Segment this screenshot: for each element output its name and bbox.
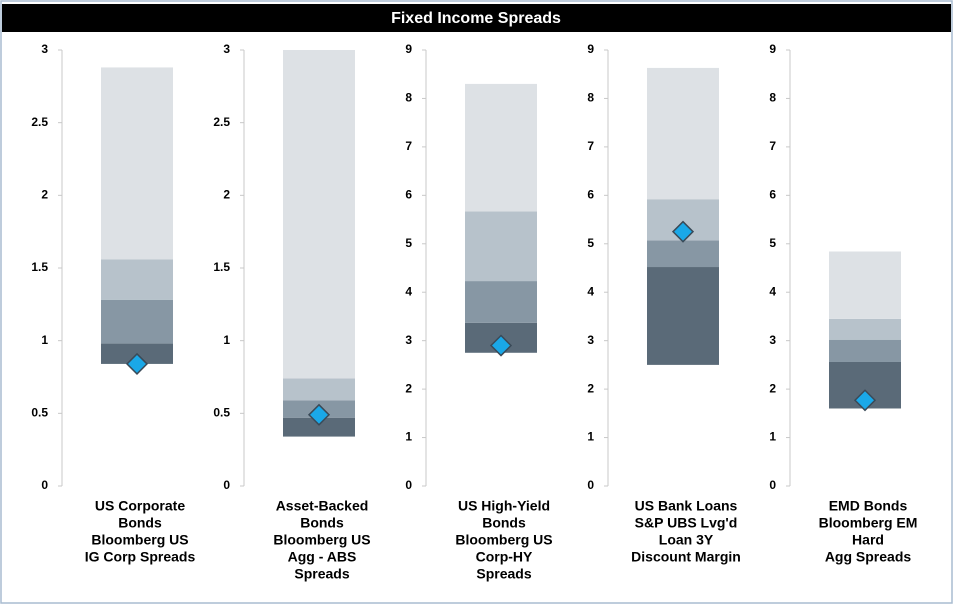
y-tick-label: 0.5 (31, 406, 48, 420)
y-tick-label: 2 (587, 381, 594, 395)
panel-label: Loan 3Y (659, 532, 714, 548)
y-tick-label: 5 (405, 236, 412, 250)
bar-segment (465, 83, 537, 212)
title-bar (2, 4, 951, 32)
bar-segment (465, 281, 537, 323)
y-tick-label: 0.5 (213, 406, 230, 420)
y-tick-label: 6 (587, 188, 594, 202)
y-tick-label: 2 (769, 381, 776, 395)
y-tick-label: 7 (769, 139, 776, 153)
current-marker (125, 352, 149, 375)
y-tick-label: 8 (769, 91, 776, 105)
current-marker (307, 403, 331, 426)
panel-label: US High-Yield (458, 498, 550, 514)
panel-label: Bonds (482, 515, 526, 531)
bar-segment (101, 67, 173, 260)
y-tick-label: 6 (769, 188, 776, 202)
y-tick-label: 0 (41, 478, 48, 492)
y-tick-label: 2.5 (31, 115, 48, 129)
panel-label: US Bank Loans (635, 498, 738, 514)
panel-label: Spreads (476, 566, 531, 582)
y-tick-label: 5 (587, 236, 594, 250)
y-tick-label: 7 (405, 139, 412, 153)
y-tick-label: 3 (587, 333, 594, 347)
bar-segment (101, 259, 173, 300)
current-marker (853, 389, 877, 412)
bar-segment (647, 67, 719, 200)
panel-label: Bonds (300, 515, 344, 531)
y-tick-label: 2 (41, 188, 48, 202)
bar-segment (647, 240, 719, 268)
bar-segment (101, 299, 173, 344)
y-tick-label: 1 (405, 430, 412, 444)
current-marker (489, 334, 513, 357)
panel-label: Bloomberg EM (819, 515, 918, 531)
bar-segment (829, 318, 901, 340)
y-tick-label: 4 (405, 284, 412, 298)
panel-label: Spreads (294, 566, 349, 582)
y-tick-label: 9 (587, 42, 594, 56)
panel-label: EMD Bonds (829, 498, 908, 514)
chart-title: Fixed Income Spreads (391, 10, 561, 27)
y-tick-label: 8 (587, 91, 594, 105)
panel-label: Asset-Backed (276, 498, 369, 514)
panel-label: Bloomberg US (455, 532, 552, 548)
y-tick-label: 1 (769, 430, 776, 444)
bar-segment (283, 378, 355, 401)
panel-label: Bloomberg US (91, 532, 188, 548)
y-tick-label: 0 (769, 478, 776, 492)
bar-segment (829, 339, 901, 362)
panel-label: Agg - ABS (288, 549, 357, 565)
y-tick-label: 3 (223, 42, 230, 56)
y-tick-label: 8 (405, 91, 412, 105)
y-tick-label: 1 (41, 333, 48, 347)
panel-label: Agg Spreads (825, 549, 912, 565)
bar-segment (283, 417, 355, 437)
panel-label: Corp-HY (476, 549, 533, 565)
y-tick-label: 3 (41, 42, 48, 56)
y-tick-label: 0 (405, 478, 412, 492)
panel-label: S&P UBS Lvg'd (635, 515, 738, 531)
panel-label: Bloomberg US (273, 532, 370, 548)
y-tick-label: 1 (587, 430, 594, 444)
y-tick-label: 2 (405, 381, 412, 395)
y-tick-label: 4 (587, 284, 594, 298)
y-tick-label: 1.5 (213, 260, 230, 274)
y-tick-label: 1 (223, 333, 230, 347)
y-tick-label: 5 (769, 236, 776, 250)
y-tick-label: 0 (587, 478, 594, 492)
panel-label: Bonds (118, 515, 162, 531)
panel-label: Hard (852, 532, 884, 548)
y-tick-label: 6 (405, 188, 412, 202)
y-tick-label: 9 (769, 42, 776, 56)
y-tick-label: 3 (405, 333, 412, 347)
bar-segment (647, 267, 719, 365)
current-marker (671, 220, 695, 243)
panel-label: US Corporate (95, 498, 185, 514)
y-tick-label: 2.5 (213, 115, 230, 129)
y-tick-label: 7 (587, 139, 594, 153)
bar-segment (283, 50, 355, 379)
y-tick-label: 0 (223, 478, 230, 492)
panel-label: Discount Margin (631, 549, 741, 565)
y-tick-label: 9 (405, 42, 412, 56)
panel-label: IG Corp Spreads (85, 549, 196, 565)
bar-segment (465, 211, 537, 282)
y-tick-label: 3 (769, 333, 776, 347)
y-tick-label: 1.5 (31, 260, 48, 274)
y-tick-label: 4 (769, 284, 776, 298)
y-tick-label: 2 (223, 188, 230, 202)
bar-segment (829, 251, 901, 319)
